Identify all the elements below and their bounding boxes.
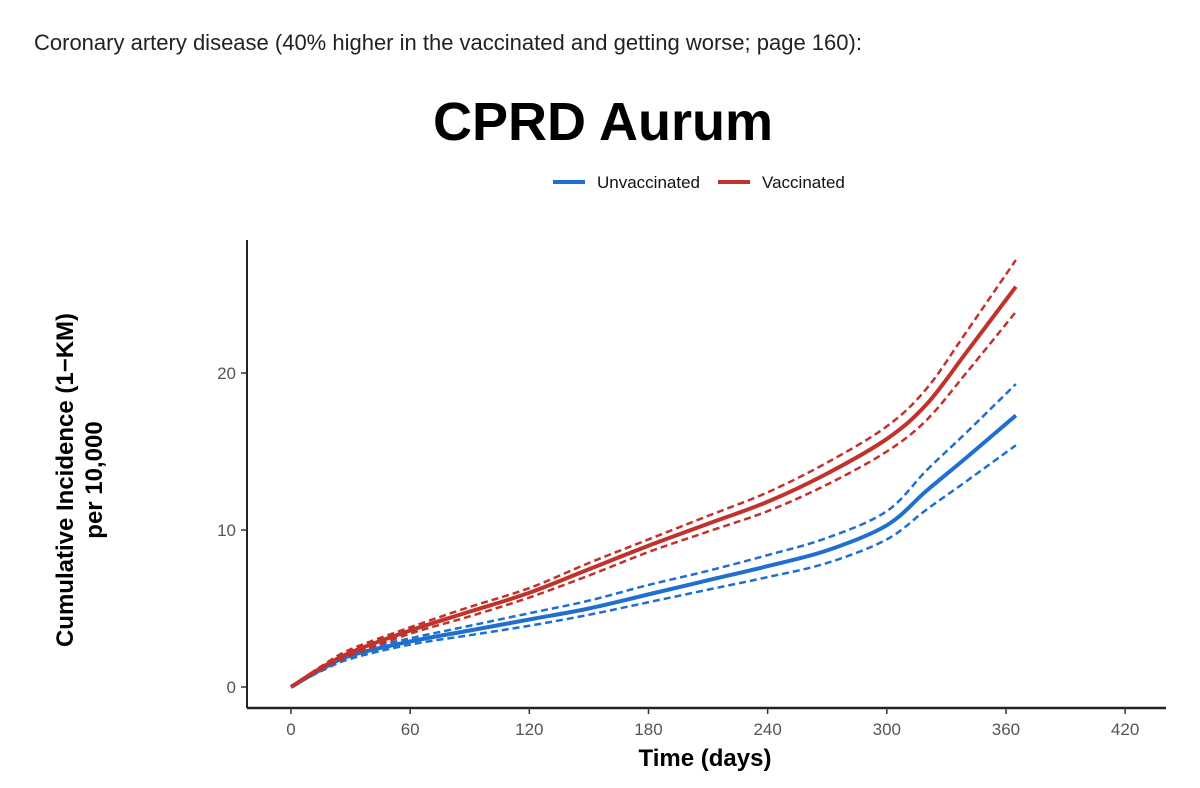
x-tick-label: 240 <box>753 720 781 739</box>
legend-label-unvaccinated: Unvaccinated <box>597 173 700 192</box>
y-axis-label-line1: Cumulative Incidence (1−KM) <box>52 313 79 647</box>
caption: Coronary artery disease (40% higher in t… <box>34 30 862 55</box>
y-axis-label-line2: per 10,000 <box>81 421 108 538</box>
unvaccinated-lower-ci <box>290 444 1017 689</box>
unvaccinated-upper-ci <box>290 383 1017 689</box>
legend: Unvaccinated Vaccinated <box>553 173 845 192</box>
x-tick-label: 120 <box>515 720 543 739</box>
x-tick-label: 360 <box>992 720 1020 739</box>
x-tick-label: 180 <box>634 720 662 739</box>
vaccinated-upper-ci <box>290 259 1017 689</box>
chart-title: CPRD Aurum <box>433 92 773 152</box>
y-tick-label: 0 <box>227 678 236 697</box>
unvaccinated-line <box>289 413 1018 689</box>
vaccinated-line <box>289 285 1018 689</box>
legend-label-vaccinated: Vaccinated <box>762 173 845 192</box>
x-tick-label: 420 <box>1111 720 1139 739</box>
x-tick-label: 300 <box>873 720 901 739</box>
x-tick-label: 0 <box>286 720 295 739</box>
vaccinated-lower-ci <box>290 310 1017 689</box>
y-tick-label: 20 <box>217 364 236 383</box>
x-axis-label: Time (days) <box>639 745 772 772</box>
x-tick-label: 60 <box>401 720 420 739</box>
y-tick-label: 10 <box>217 521 236 540</box>
